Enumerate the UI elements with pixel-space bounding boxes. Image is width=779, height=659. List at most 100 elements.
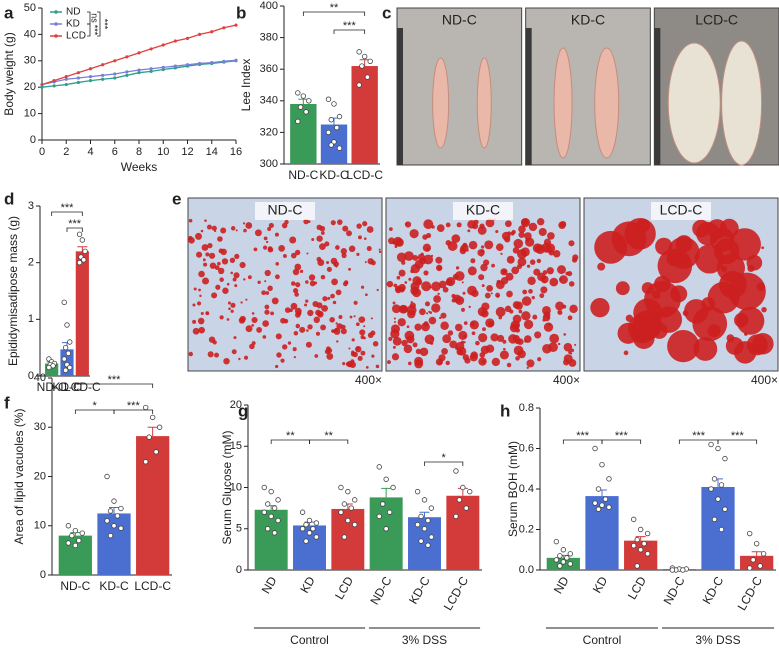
lipid-droplet xyxy=(514,301,523,310)
lipid-droplet xyxy=(528,289,533,294)
lipid-droplet xyxy=(305,341,312,348)
panel-letter: g xyxy=(238,401,248,420)
data-point xyxy=(76,537,82,544)
lipid-droplet xyxy=(359,329,366,336)
data-point xyxy=(271,530,278,536)
lipid-droplet xyxy=(264,269,271,277)
data-point xyxy=(76,259,83,266)
series-marker xyxy=(161,65,165,69)
error-bar xyxy=(77,246,88,252)
lipid-droplet xyxy=(567,271,573,277)
lipid-droplet xyxy=(455,323,463,332)
photo-ruler xyxy=(654,28,661,165)
lipid-droplet xyxy=(670,285,688,303)
data-point xyxy=(753,540,760,547)
lipid-droplet xyxy=(320,324,327,331)
lipid-droplet xyxy=(287,341,292,345)
data-point xyxy=(599,462,605,468)
data-point xyxy=(364,74,371,80)
lipid-droplet xyxy=(304,303,308,307)
series-marker xyxy=(101,77,105,81)
lipid-droplet xyxy=(408,277,412,281)
lipid-droplet xyxy=(410,301,413,304)
lipid-droplet xyxy=(188,235,193,241)
y-tick-label: 10 xyxy=(34,520,46,532)
lipid-droplet xyxy=(276,352,282,358)
lipid-droplet xyxy=(230,226,236,231)
x-tick-label: KD-C xyxy=(99,579,129,593)
data-point xyxy=(747,565,753,571)
lipid-droplet xyxy=(439,316,442,320)
data-point xyxy=(708,441,714,448)
data-point xyxy=(111,523,117,529)
lipid-droplet xyxy=(205,252,210,257)
lipid-droplet xyxy=(518,309,523,314)
lipid-droplet xyxy=(327,347,333,354)
lipid-droplet xyxy=(234,284,238,288)
series-marker xyxy=(234,23,238,27)
lipid-droplet xyxy=(462,242,468,248)
lipid-droplet xyxy=(262,320,270,327)
lipid-droplet xyxy=(253,247,258,252)
data-point xyxy=(79,530,85,536)
lipid-droplet xyxy=(280,317,286,324)
lipid-droplet xyxy=(200,311,204,316)
lipid-droplet xyxy=(463,321,468,325)
lipid-droplet xyxy=(611,221,647,257)
lipid-droplet xyxy=(243,228,247,233)
x-tick-label: 10 xyxy=(157,146,169,158)
series-marker xyxy=(125,55,129,59)
lipid-droplet xyxy=(358,316,366,323)
lipid-droplet xyxy=(357,355,363,362)
lipid-droplet xyxy=(455,266,460,270)
data-point xyxy=(65,540,72,546)
lipid-droplet xyxy=(546,267,554,275)
data-point xyxy=(268,513,274,520)
series-marker xyxy=(125,73,129,77)
lipid-droplet xyxy=(334,327,339,333)
data-point xyxy=(606,504,612,510)
lipid-droplet xyxy=(555,301,565,311)
lipid-droplet xyxy=(515,328,521,333)
y-tick-label: 0 xyxy=(30,134,36,146)
data-point xyxy=(118,505,124,512)
y-tick-label: 340 xyxy=(260,95,278,107)
x-tick-label: LCD xyxy=(332,574,356,602)
lipid-droplet xyxy=(331,278,338,286)
sig-bracket xyxy=(51,211,83,216)
data-point xyxy=(341,501,348,507)
lipid-droplet xyxy=(217,261,221,266)
lipid-droplet xyxy=(419,347,429,357)
data-point xyxy=(747,530,753,537)
lipid-droplet xyxy=(239,261,246,269)
lipid-droplet xyxy=(219,277,224,282)
lipid-droplet xyxy=(348,245,356,253)
lipid-droplet xyxy=(230,309,234,313)
lipid-droplet xyxy=(207,351,214,358)
lipid-droplet xyxy=(407,309,416,319)
lipid-droplet xyxy=(537,357,542,362)
y-tick-label: 400 xyxy=(260,0,278,12)
lipid-droplet xyxy=(215,284,221,290)
lipid-droplet xyxy=(208,252,216,259)
data-point xyxy=(325,129,332,136)
bar xyxy=(408,517,441,570)
lipid-droplet xyxy=(433,295,441,303)
y-axis-label: Serum Glucose (mM) xyxy=(220,430,234,544)
lipid-droplet xyxy=(736,306,765,335)
lipid-droplet xyxy=(484,292,491,299)
data-point xyxy=(418,513,424,520)
lipid-droplet xyxy=(467,229,471,233)
lipid-droplet xyxy=(430,254,434,257)
x-tick-label: LCD-C xyxy=(134,579,171,593)
sig-label: *** xyxy=(68,218,82,230)
sig-label: *** xyxy=(127,400,141,412)
data-point xyxy=(143,459,149,465)
lipid-droplet xyxy=(415,348,422,355)
lipid-droplet xyxy=(294,249,301,256)
data-point xyxy=(414,521,421,528)
lipid-droplet xyxy=(597,262,606,271)
lipid-droplet xyxy=(275,364,279,369)
data-point xyxy=(111,498,117,504)
y-axis-label: Serum BOH (mM) xyxy=(506,441,520,537)
